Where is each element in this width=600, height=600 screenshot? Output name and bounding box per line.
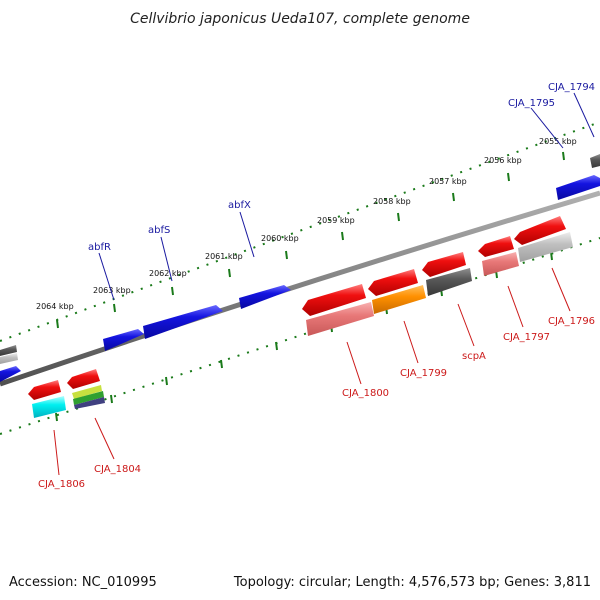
gene-arrow[interactable]	[32, 396, 66, 418]
gene-arrow[interactable]	[143, 305, 223, 339]
gene-arrow[interactable]	[590, 154, 600, 168]
gene-arrow[interactable]	[72, 385, 102, 399]
kbp-label: 2060 kbp	[261, 234, 299, 243]
gene-label-reverse: CJA_1800	[342, 388, 389, 399]
kbp-label: 2058 kbp	[373, 197, 411, 206]
reverse-genes	[28, 216, 573, 418]
gene-label-reverse: CJA_1797	[503, 332, 550, 343]
gene-label-forward: abfS	[148, 225, 170, 236]
topology-text: Topology: circular; Length: 4,576,573 bp…	[233, 575, 591, 590]
gene-arrow[interactable]	[422, 252, 466, 277]
gene-arrow[interactable]	[514, 216, 566, 245]
gene-label-forward: abfX	[228, 200, 251, 211]
gene-arrow[interactable]	[482, 252, 519, 276]
gene-arrow[interactable]	[0, 366, 21, 382]
gene-arrow[interactable]	[426, 268, 472, 296]
gene-arrow[interactable]	[556, 175, 600, 200]
gene-arrow[interactable]	[67, 369, 100, 389]
gene-arrow[interactable]	[302, 284, 366, 316]
gene-label-reverse: CJA_1796	[548, 316, 595, 327]
gene-label-forward: CJA_1795	[508, 98, 555, 109]
gene-label-forward: abfR	[88, 242, 111, 253]
gene-arrow[interactable]	[0, 353, 18, 364]
gene-arrow[interactable]	[73, 391, 104, 405]
gene-label-reverse: CJA_1806	[38, 479, 85, 490]
gene-label-reverse: CJA_1804	[94, 464, 141, 475]
reverse-leader-lines	[53, 267, 571, 476]
kbp-label: 2062 kbp	[149, 269, 187, 278]
gene-arrow[interactable]	[306, 302, 374, 336]
gene-arrow[interactable]	[28, 380, 61, 400]
gene-label-forward: CJA_1794	[548, 82, 595, 93]
gene-arrow[interactable]	[0, 345, 17, 356]
gene-arrow[interactable]	[368, 269, 418, 296]
outer-tick-ring	[0, 121, 600, 342]
genome-backbone	[0, 190, 600, 387]
gene-label-reverse: scpA	[462, 351, 486, 362]
gene-label-reverse: CJA_1799	[400, 368, 447, 379]
accession-text: Accession: NC_010995	[9, 575, 157, 590]
gene-arrow[interactable]	[518, 232, 573, 262]
gene-arrow[interactable]	[103, 329, 144, 351]
gene-arrow[interactable]	[372, 285, 426, 314]
outer-major-ticks	[56, 151, 565, 329]
kbp-label: 2057 kbp	[429, 177, 467, 186]
gene-arrow[interactable]	[74, 397, 105, 409]
forward-leader-lines	[98, 92, 595, 301]
kbp-label: 2059 kbp	[317, 216, 355, 225]
kbp-label: 2061 kbp	[205, 252, 243, 261]
gene-arrow[interactable]	[478, 236, 514, 257]
kbp-label: 2056 kbp	[484, 156, 522, 165]
forward-genes	[0, 154, 600, 382]
kbp-label: 2063 kbp	[93, 286, 131, 295]
map-title: Cellvibrio japonicus Ueda107, complete g…	[130, 11, 470, 27]
kbp-label: 2064 kbp	[36, 302, 74, 311]
gene-arrow[interactable]	[239, 285, 291, 309]
